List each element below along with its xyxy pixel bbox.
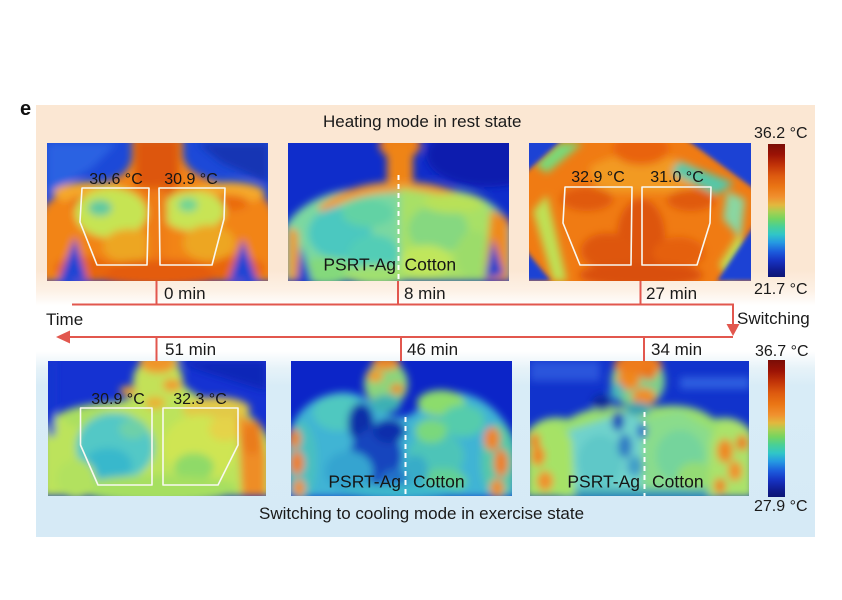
svg-text:Cotton: Cotton [405,255,457,275]
svg-text:32.9 °C: 32.9 °C [571,169,625,186]
svg-text:32.3 °C: 32.3 °C [173,391,227,408]
svg-text:30.9 °C: 30.9 °C [91,391,145,408]
svg-text:31.0 °C: 31.0 °C [650,169,704,186]
svg-text:PSRT-Ag: PSRT-Ag [328,472,401,492]
svg-text:PSRT-Ag: PSRT-Ag [323,255,396,275]
svg-text:30.6 °C: 30.6 °C [89,171,143,188]
svg-text:30.9 °C: 30.9 °C [164,171,218,188]
svg-text:Cotton: Cotton [652,472,704,492]
svg-text:PSRT-Ag: PSRT-Ag [567,472,640,492]
svg-text:Cotton: Cotton [413,472,465,492]
